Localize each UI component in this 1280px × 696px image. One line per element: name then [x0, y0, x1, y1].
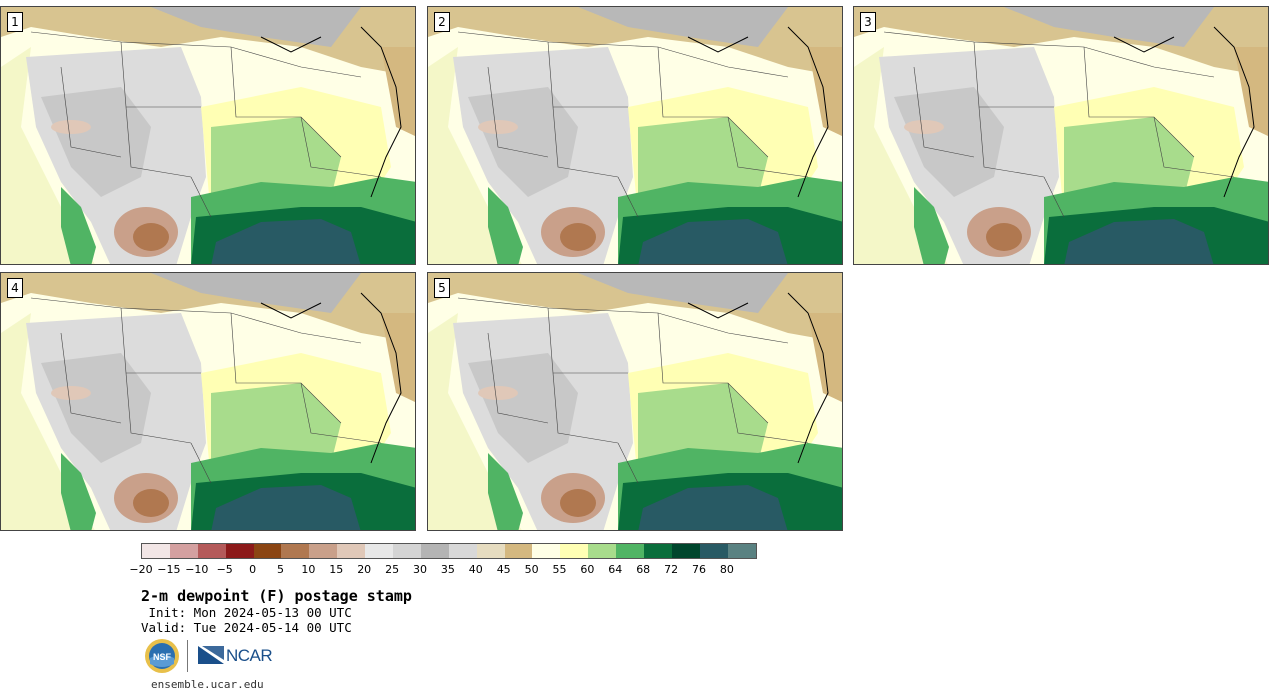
colorbar-swatch — [560, 544, 589, 558]
colorbar-tick-label: −10 — [185, 563, 209, 576]
colorbar-swatch — [699, 544, 728, 558]
colorbar-swatch — [727, 544, 756, 558]
colorbar-tick-label: 60 — [580, 563, 595, 576]
dewpoint-map-4 — [1, 273, 415, 530]
colorbar-tick-label: 30 — [413, 563, 427, 576]
colorbar-tick-label: 0 — [249, 563, 257, 576]
panel-number-label: 3 — [860, 12, 876, 32]
colorbar-swatch — [671, 544, 700, 558]
valid-time: Valid: Tue 2024-05-14 00 UTC — [141, 620, 352, 635]
nsf-logo-icon: NSF — [145, 639, 179, 673]
svg-text:NSF: NSF — [153, 652, 172, 662]
colorbar-swatch — [225, 544, 254, 558]
colorbar-swatch — [281, 544, 310, 558]
colorbar-tick-label: 45 — [496, 563, 511, 576]
colorbar-swatch — [476, 544, 505, 558]
colorbar-swatch — [253, 544, 282, 558]
map-panel-1: 1 — [0, 6, 416, 265]
colorbar-swatch — [616, 544, 645, 558]
colorbar-swatch — [169, 544, 198, 558]
colorbar-tick-labels: −20 −15 −10 −5 0 5 10 15 20 25 30 35 40 45 50 55 60 64 68 7… — [129, 563, 761, 577]
colorbar-swatch — [448, 544, 477, 558]
colorbar-tick-label: 35 — [440, 563, 455, 576]
figure-title: 2-m dewpoint (F) postage stamp — [141, 587, 412, 605]
colorbar-swatch — [142, 544, 170, 558]
colorbar-swatch — [588, 544, 617, 558]
colorbar-swatch — [197, 544, 226, 558]
init-time: Init: Mon 2024-05-13 00 UTC — [141, 605, 352, 620]
colorbar-swatch — [532, 544, 561, 558]
map-panel-2: 2 — [427, 6, 843, 265]
logo-group: NSF NCAR — [144, 638, 284, 674]
ncar-mark-icon — [198, 646, 224, 664]
colorbar-swatch — [365, 544, 394, 558]
map-panel-3: 3 — [853, 6, 1269, 265]
colorbar-tick-label: 68 — [636, 563, 651, 576]
panel-number-label: 4 — [7, 278, 23, 298]
colorbar-tick-label: −20 — [129, 563, 153, 576]
panel-number-label: 1 — [7, 12, 23, 32]
dewpoint-map-5 — [428, 273, 842, 530]
panel-number-label: 2 — [434, 12, 450, 32]
colorbar-tick-label: 25 — [385, 563, 400, 576]
colorbar-tick-label: 64 — [608, 563, 623, 576]
colorbar-tick-label: 72 — [664, 563, 679, 576]
dewpoint-colorbar — [141, 543, 757, 559]
logo-divider — [187, 640, 188, 672]
dewpoint-map-1 — [1, 7, 415, 264]
colorbar-swatch — [337, 544, 366, 558]
dewpoint-map-3 — [854, 7, 1268, 264]
colorbar-tick-label: 80 — [719, 563, 734, 576]
ncar-logo-text: NCAR — [226, 646, 273, 665]
colorbar-tick-label: −5 — [216, 563, 233, 576]
panel-number-label: 5 — [434, 278, 450, 298]
source-url: ensemble.ucar.edu — [151, 678, 264, 691]
colorbar-tick-label: −15 — [157, 563, 181, 576]
colorbar-tick-label: 76 — [692, 563, 706, 576]
colorbar-tick-label: 15 — [329, 563, 344, 576]
colorbar-swatch — [504, 544, 533, 558]
map-panel-5: 5 — [427, 272, 843, 531]
colorbar-swatch — [309, 544, 338, 558]
dewpoint-map-2 — [428, 7, 842, 264]
colorbar-tick-label: 20 — [357, 563, 372, 576]
colorbar-tick-label: 5 — [277, 563, 284, 576]
colorbar-tick-label: 40 — [468, 563, 483, 576]
colorbar-swatch — [393, 544, 421, 558]
colorbar-swatch — [420, 544, 449, 558]
colorbar-tick-label: 50 — [524, 563, 539, 576]
colorbar-tick-label: 55 — [552, 563, 567, 576]
map-panel-4: 4 — [0, 272, 416, 531]
colorbar-tick-label: 10 — [301, 563, 316, 576]
colorbar-swatch — [644, 544, 672, 558]
